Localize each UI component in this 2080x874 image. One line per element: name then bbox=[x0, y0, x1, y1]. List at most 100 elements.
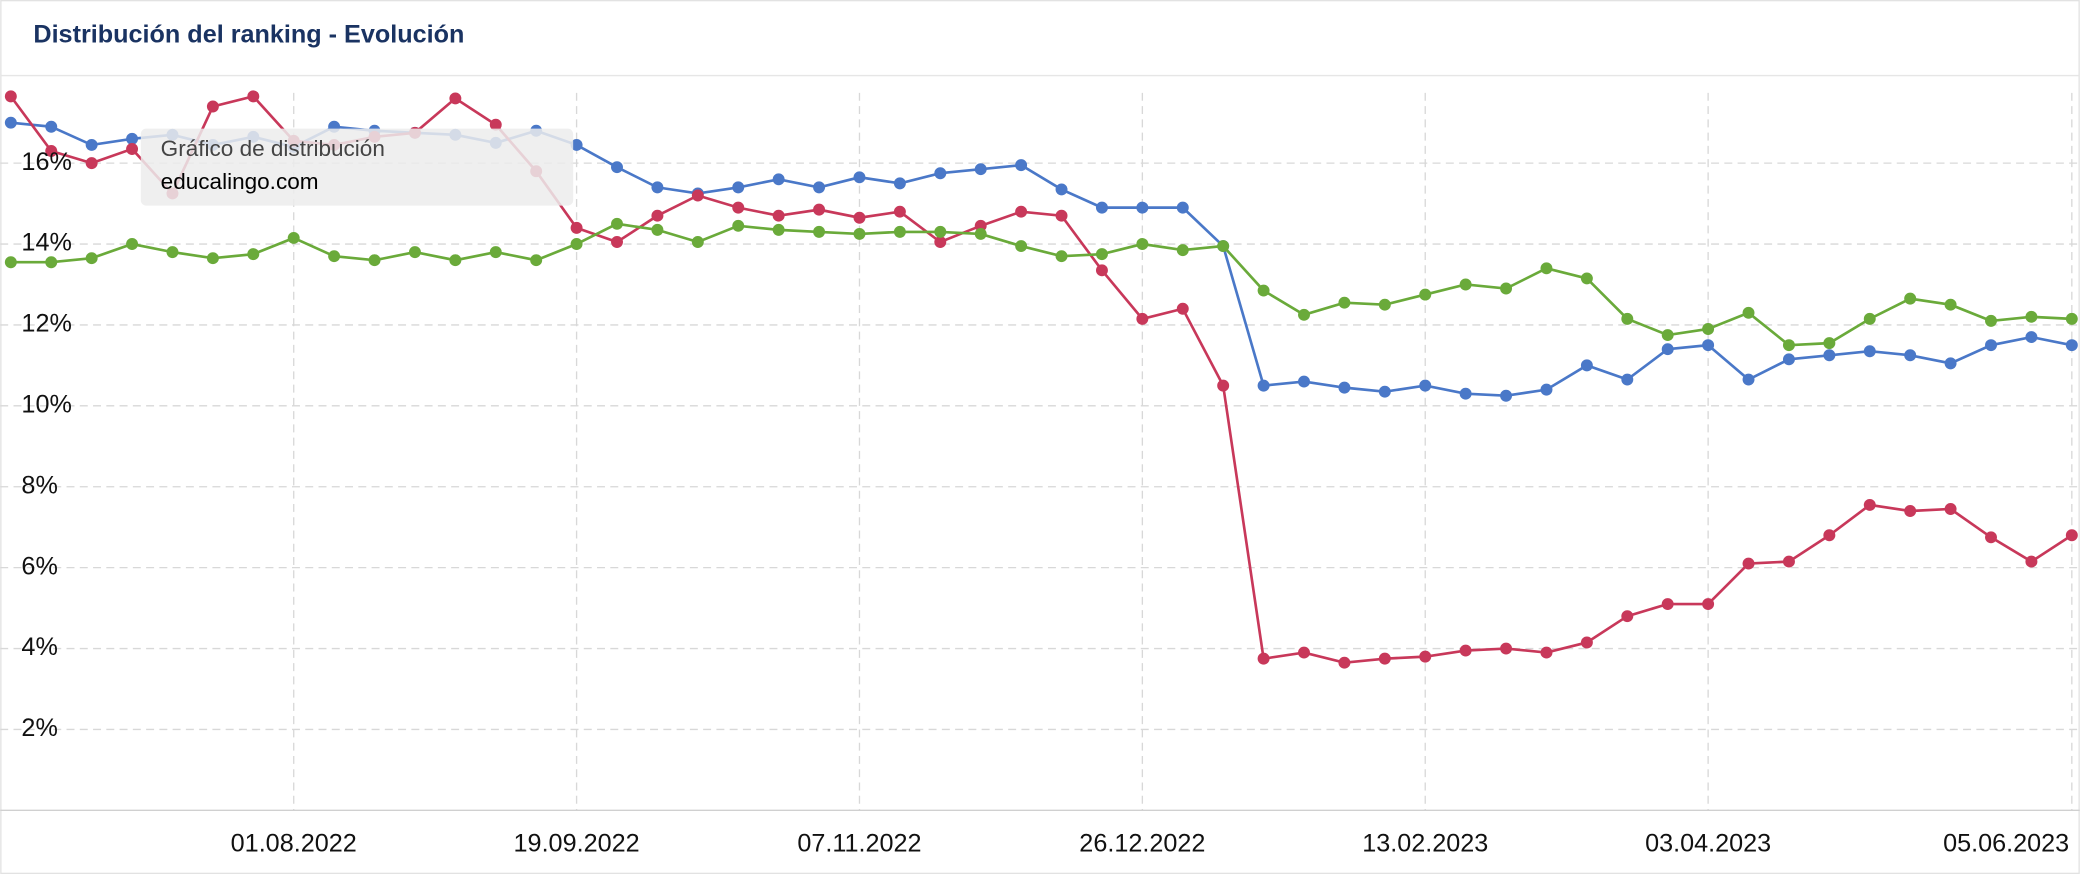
data-point bbox=[1459, 644, 1472, 657]
data-point bbox=[651, 223, 664, 236]
data-point bbox=[1378, 385, 1391, 398]
y-tick-label: 10% bbox=[21, 390, 71, 418]
data-point bbox=[1944, 298, 1957, 311]
y-tick-label: 14% bbox=[21, 229, 71, 257]
data-point bbox=[1782, 555, 1795, 568]
data-point bbox=[1742, 557, 1755, 570]
data-point bbox=[4, 256, 17, 269]
data-point bbox=[893, 177, 906, 190]
data-point bbox=[813, 225, 826, 238]
data-point bbox=[1985, 339, 1997, 352]
data-point bbox=[1419, 288, 1432, 301]
data-point bbox=[853, 171, 866, 184]
data-point bbox=[772, 173, 785, 186]
data-point bbox=[691, 236, 704, 248]
data-point bbox=[570, 221, 583, 234]
data-point bbox=[489, 246, 502, 259]
data-point bbox=[732, 181, 745, 194]
data-point bbox=[1702, 598, 1715, 611]
data-point bbox=[1257, 652, 1270, 665]
data-point bbox=[2065, 339, 2078, 352]
data-point bbox=[1055, 250, 1068, 263]
series-line bbox=[10, 222, 2072, 347]
data-point bbox=[45, 256, 58, 269]
data-point bbox=[1661, 343, 1674, 356]
data-point bbox=[2065, 529, 2078, 542]
data-point bbox=[166, 246, 179, 259]
data-point bbox=[1782, 353, 1795, 366]
data-point bbox=[651, 181, 664, 194]
data-point bbox=[1136, 238, 1149, 250]
data-point bbox=[1015, 159, 1028, 172]
data-point bbox=[1095, 264, 1108, 277]
data-point bbox=[1176, 244, 1189, 257]
data-point bbox=[1217, 240, 1230, 253]
data-point bbox=[611, 161, 623, 174]
data-point bbox=[449, 254, 462, 267]
data-point bbox=[1863, 498, 1876, 511]
data-point bbox=[2065, 312, 2078, 325]
data-point bbox=[408, 246, 421, 259]
data-point bbox=[1378, 652, 1391, 665]
data-point bbox=[1176, 201, 1189, 214]
data-point bbox=[2025, 555, 2038, 568]
y-tick-label: 12% bbox=[21, 310, 71, 338]
data-point bbox=[1298, 646, 1310, 659]
data-point bbox=[1904, 292, 1917, 305]
data-point bbox=[1419, 650, 1432, 663]
data-point bbox=[1742, 373, 1755, 386]
data-point bbox=[934, 225, 947, 238]
x-tick-label: 19.09.2022 bbox=[514, 829, 640, 857]
data-point bbox=[1823, 337, 1836, 350]
chart-title: Distribución del ranking - Evolución bbox=[33, 20, 464, 48]
ticks: 2% 4% 6% 8% 10% 12% 14% 16% 01.08.2022 19.09.2022… bbox=[21, 148, 2069, 858]
data-point bbox=[85, 252, 98, 265]
tooltip-domain: educalingo.com bbox=[161, 169, 319, 194]
data-point bbox=[611, 217, 623, 230]
data-point bbox=[1298, 308, 1310, 321]
data-point bbox=[1782, 339, 1795, 352]
data-point bbox=[1500, 642, 1513, 655]
x-tick-label: 07.11.2022 bbox=[797, 829, 921, 857]
data-point bbox=[1540, 262, 1553, 275]
data-point bbox=[611, 236, 623, 248]
data-point bbox=[287, 231, 300, 244]
data-point bbox=[328, 250, 341, 263]
data-point bbox=[1136, 201, 1149, 214]
data-point bbox=[368, 254, 381, 267]
data-point bbox=[1944, 503, 1957, 515]
data-point bbox=[1095, 201, 1108, 214]
data-point bbox=[1095, 248, 1108, 261]
data-point bbox=[1742, 306, 1755, 319]
data-point bbox=[1863, 312, 1876, 325]
data-point bbox=[1338, 381, 1351, 394]
data-point bbox=[1055, 209, 1068, 222]
data-point bbox=[126, 132, 139, 145]
tooltip-box bbox=[140, 128, 574, 206]
data-point bbox=[1904, 505, 1917, 517]
data-point bbox=[772, 209, 785, 222]
data-point bbox=[1621, 610, 1634, 623]
data-point bbox=[1378, 298, 1391, 311]
data-point bbox=[1702, 323, 1715, 335]
data-point bbox=[206, 100, 219, 113]
data-point bbox=[1621, 373, 1634, 386]
data-point bbox=[1661, 329, 1674, 342]
data-point bbox=[126, 238, 139, 250]
data-point bbox=[813, 181, 826, 194]
x-tick-label: 01.08.2022 bbox=[231, 829, 357, 857]
data-point bbox=[1459, 278, 1472, 291]
data-point bbox=[1338, 656, 1351, 669]
data-point bbox=[126, 143, 139, 155]
data-point bbox=[1176, 302, 1189, 315]
data-point bbox=[1257, 284, 1270, 297]
data-point bbox=[1621, 312, 1634, 325]
x-tick-label: 26.12.2022 bbox=[1079, 829, 1205, 857]
data-point bbox=[4, 116, 17, 129]
tooltip: Gráfico de distribución educalingo.com bbox=[140, 128, 574, 206]
data-point bbox=[2025, 331, 2038, 344]
data-point bbox=[813, 203, 826, 216]
data-point bbox=[1298, 375, 1310, 388]
data-point bbox=[570, 238, 583, 250]
